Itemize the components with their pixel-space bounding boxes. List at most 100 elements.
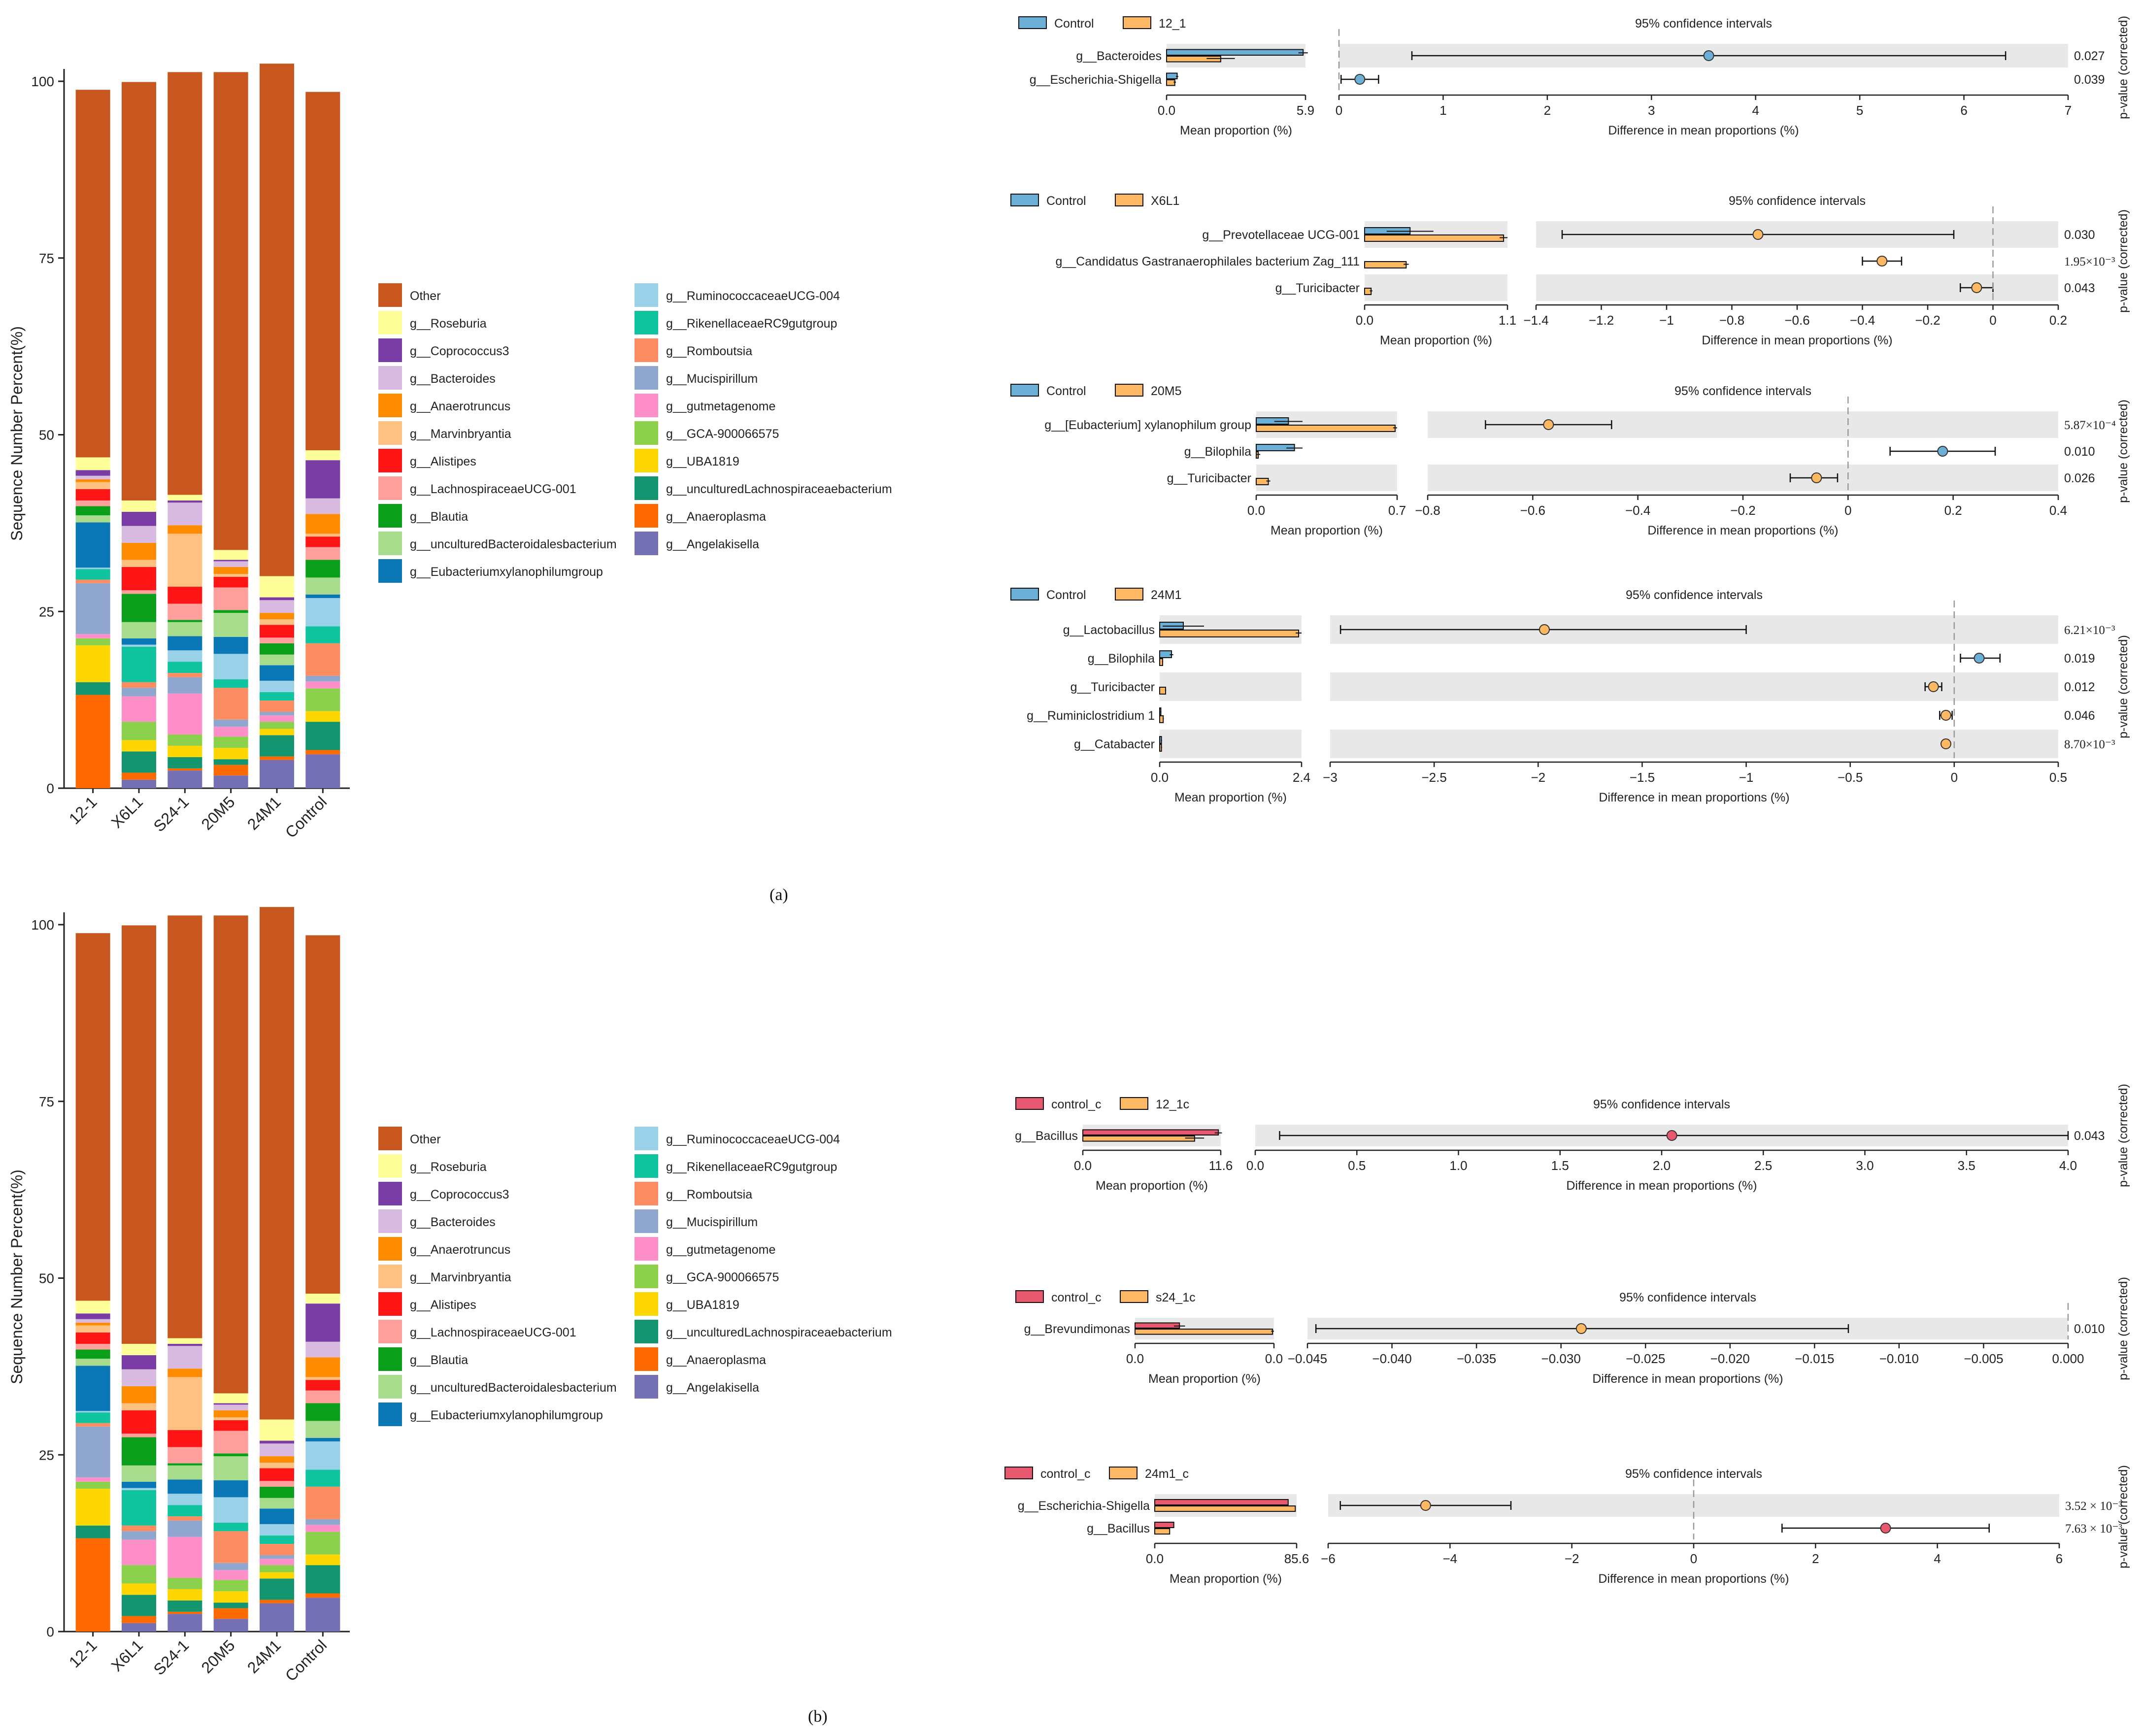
bar-segment-g-unculturedBacteroidalesbacterium (260, 654, 294, 666)
bar-segment-g-Blautia (75, 506, 110, 516)
diff-x-tick-label: 0.0 (1246, 1158, 1264, 1173)
bar-segment-g-Angelakisella (122, 779, 156, 788)
p-value-axis-title: p-value (corrected) (2116, 1084, 2130, 1187)
legend-label: g__RuminococcaceaeUCG-004 (666, 289, 840, 303)
bar-segment-g-Anaerotruncus (260, 613, 294, 620)
bar-segment-g-Bacteroides (305, 498, 340, 514)
p-value: 0.030 (2064, 228, 2095, 242)
bar-segment-g-Roseburia (213, 1393, 248, 1403)
legend-swatch (378, 449, 402, 472)
row-band-diff (1330, 730, 2058, 758)
legend-swatch-b (1120, 1097, 1148, 1110)
bar-segment-g-Mucispirillum (75, 1426, 110, 1478)
y-tick-label: 0 (46, 781, 54, 796)
diff-x-tick-label: −0.040 (1372, 1351, 1411, 1366)
bar-segment-g-Bacteroides (75, 1319, 110, 1323)
diff-x-tick-label: 4 (1752, 103, 1759, 118)
bar-segment-g-Anaerotruncus (213, 567, 248, 574)
bar-segment-g-Bacteroides (75, 475, 110, 479)
bar-segment-g-Anaerotruncus (167, 525, 202, 534)
mean-bar-b (1159, 630, 1299, 637)
bar-segment-g-gutmetagenome (122, 696, 156, 722)
legend-swatch (378, 1237, 402, 1261)
diff-x-tick-label: 3.0 (1856, 1158, 1873, 1173)
legend-label: g__RuminococcaceaeUCG-004 (666, 1133, 840, 1146)
bar-segment-g-Angelakisella (260, 1603, 294, 1632)
ci_a3-group: Control 20M5 95% confidence intervals g__[E… (1010, 384, 2130, 537)
bar-segment-g-Eubacteriumxylanophilumgroup (305, 1437, 340, 1441)
bar-segment-g-LachnospiraceaeUCG-001 (305, 1390, 340, 1403)
diff-x-tick-label: −0.6 (1520, 503, 1545, 518)
mean-x-tick-label: 0.0 (1074, 1158, 1092, 1173)
legend-label: g__unculturedBacteroidalesbacterium (410, 537, 617, 551)
legend-label: g__Mucispirillum (666, 1215, 758, 1229)
y-tick-label: 25 (39, 604, 54, 619)
legend-swatch (378, 559, 402, 583)
bar-segment-g-Anaeroplasma (122, 772, 156, 780)
legend-swatch-a (1010, 384, 1039, 397)
diff-x-tick-label: 2.5 (1754, 1158, 1772, 1173)
bar-segment-g-Anaerotruncus (305, 1357, 340, 1377)
bar-segment-g-Coprococcus3 (122, 511, 156, 526)
bar-segment-g-unculturedLachnospiraceaebacterium (260, 1578, 294, 1600)
row-label: g__Turicibacter (1167, 471, 1251, 485)
diff-x-tick-label: 0 (1989, 313, 1996, 328)
bar-segment-g-RikenellaceaeRC9gutgroup (213, 1523, 248, 1532)
legend-label: g__GCA-900066575 (666, 427, 779, 441)
mean-bar-a (1159, 650, 1172, 658)
bar-segment-g-Coprococcus3 (213, 1403, 248, 1405)
bar-segment-g-Angelakisella (305, 754, 340, 788)
legend-swatch-b (1120, 1290, 1148, 1303)
legend-swatch-a (1010, 194, 1039, 206)
bar-segment-g-Coprococcus3 (260, 1440, 294, 1444)
legend-swatch (635, 1209, 658, 1233)
diff-x-tick-label: −0.8 (1719, 313, 1744, 328)
row-label: g__Escherichia-Shigella (1018, 1499, 1150, 1513)
p-value: 7.63 × 10⁻³ (2065, 1522, 2123, 1536)
legend-swatch (635, 476, 658, 500)
legend-swatch (635, 311, 658, 334)
bar-segment-g-Anaerotruncus (305, 514, 340, 534)
ci-dot (1575, 1323, 1587, 1334)
mean-bar-b (1135, 1329, 1273, 1335)
legend-swatch (378, 1154, 402, 1178)
ci-dot (1974, 653, 1985, 664)
bar-segment-g-unculturedLachnospiraceaebacterium (75, 1525, 110, 1538)
bar-segment-g-Romboutsia (305, 643, 340, 676)
bar-segment-g-LachnospiraceaeUCG-001 (213, 1431, 248, 1454)
bar-segment-g-Blautia (213, 1453, 248, 1457)
bar-segment-g-Anaerotruncus (75, 479, 110, 482)
bar-segment-g-RikenellaceaeRC9gutgroup (260, 1535, 294, 1544)
bar-segment-g-unculturedLachnospiraceaebacterium (305, 722, 340, 750)
legend-label-a: control_c (1051, 1098, 1101, 1111)
p-value: 8.70×10⁻³ (2064, 738, 2115, 751)
ci_b3-group: control_c 24m1_c 95% confidence intervals g… (1004, 1465, 2130, 1586)
diff-x-tick-label: 2 (1812, 1551, 1819, 1566)
bar-segment-g-Romboutsia (213, 1531, 248, 1563)
bar-segment-g-Romboutsia (260, 701, 294, 712)
diff-x-tick-label: 6 (2056, 1551, 2063, 1566)
legend-label-b: 24M1 (1151, 588, 1182, 602)
diff-x-tick-label: −0.010 (1879, 1351, 1919, 1366)
bar-segment-g-Roseburia (167, 1338, 202, 1344)
legend-swatch-a (1015, 1290, 1044, 1303)
legend-label: g__Angelakisella (666, 537, 759, 551)
bar-segment-g-Mucispirillum (167, 1520, 202, 1537)
legend-swatch (378, 283, 402, 307)
bar-segment-g-Blautia (167, 1463, 202, 1466)
legend-swatch-b (1115, 588, 1143, 601)
bar-segment-Other (167, 72, 202, 495)
bar-segment-g-Bacteroides (213, 1404, 248, 1410)
bar-segment-g-unculturedLachnospiraceaebacterium (260, 735, 294, 757)
bar-segment-Other (167, 915, 202, 1338)
y-tick-label: 100 (31, 917, 54, 933)
mean-x-title: Mean proportion (%) (1174, 791, 1287, 804)
p-value-axis-title: p-value (corrected) (2116, 1277, 2130, 1380)
legend-label-a: control_c (1040, 1467, 1090, 1481)
bar-segment-g-GCA-900066575 (213, 736, 248, 748)
p-value: 0.043 (2074, 1129, 2105, 1143)
mean-bar-a (1135, 1322, 1180, 1329)
mean-x-title: Mean proportion (%) (1180, 124, 1292, 137)
bar-segment-g-Roseburia (75, 1301, 110, 1314)
bar-segment-g-Marvinbryantia (122, 560, 156, 567)
